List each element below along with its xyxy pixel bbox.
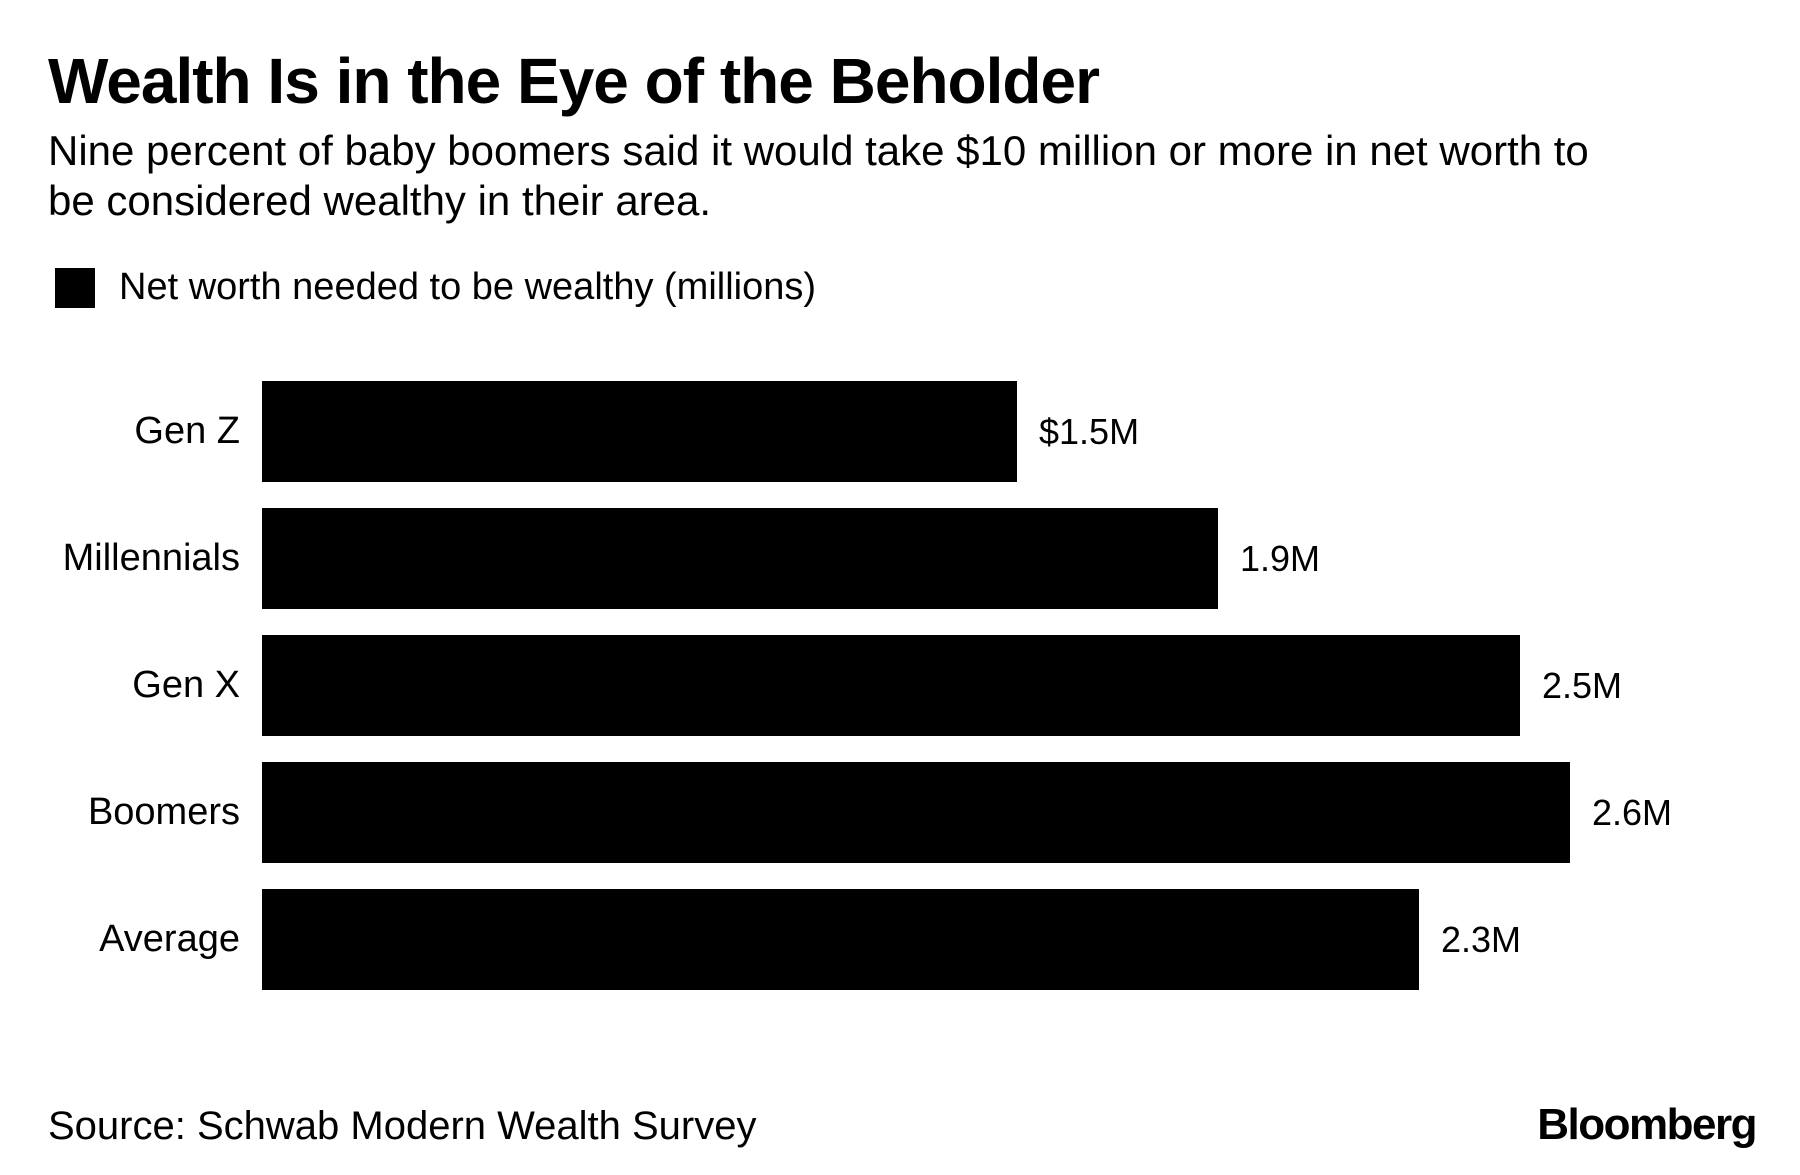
- bar-boomers: [262, 762, 1570, 863]
- bar-millennials: [262, 508, 1218, 609]
- chart-row: Average 2.3M: [0, 889, 1800, 990]
- category-label-boomers: Boomers: [87, 791, 240, 833]
- chart-legend: Net worth needed to be wealthy (millions…: [55, 266, 816, 309]
- value-label: 2.6M: [1592, 791, 1673, 833]
- category-label-millennials: Millennials: [62, 537, 240, 579]
- subtitle-line-1: Nine percent of baby boomers said it wou…: [48, 127, 1589, 174]
- page-title: Wealth Is in the Eye of the Beholder: [48, 45, 1100, 117]
- bar-average: [262, 889, 1419, 990]
- chart-row: Gen Z $1.5M: [0, 381, 1800, 482]
- chart-row: Boomers 2.6M: [0, 762, 1800, 863]
- category-label-average: Average: [99, 918, 240, 960]
- legend-swatch-icon: [55, 267, 95, 308]
- chart-row: Gen X 2.5M: [0, 635, 1800, 736]
- subtitle-line-2: be considered wealthy in their area.: [48, 177, 712, 224]
- bar-gen-z: [262, 381, 1017, 482]
- category-label-gen-x: Gen X: [132, 664, 240, 706]
- source-note: Source: Schwab Modern Wealth Survey: [48, 1104, 757, 1148]
- category-label-gen-z: Gen Z: [134, 410, 240, 452]
- bar-chart: Gen Z $1.5M Millennials 1.9M Gen X 2.5M Boomer…: [0, 381, 1800, 1016]
- chart-row: Millennials 1.9M: [0, 508, 1800, 609]
- value-label: 2.5M: [1542, 664, 1623, 706]
- value-label: 1.9M: [1240, 537, 1321, 579]
- value-label: 2.3M: [1441, 918, 1522, 960]
- chart-subtitle: Nine percent of baby boomers said it wou…: [48, 126, 1589, 226]
- bloomberg-logo: Bloomberg: [1537, 1100, 1757, 1149]
- bar-gen-x: [262, 635, 1520, 736]
- legend-label: Net worth needed to be wealthy (millions…: [119, 266, 817, 308]
- value-label: $1.5M: [1039, 410, 1140, 452]
